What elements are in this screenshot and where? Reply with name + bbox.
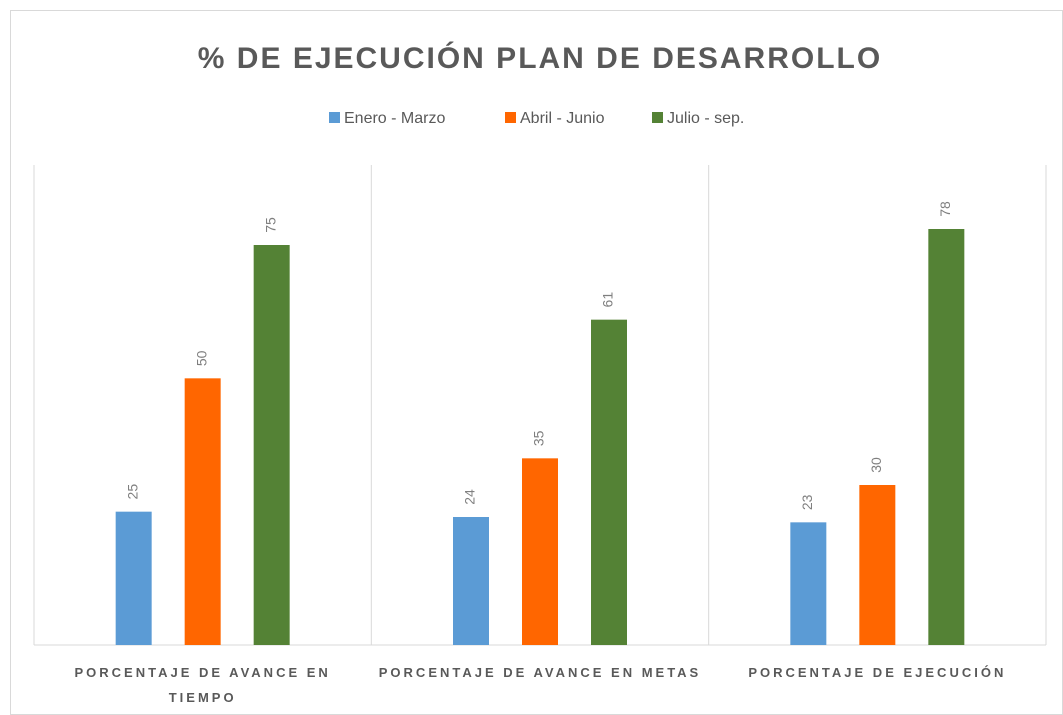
legend-label: Enero - Marzo [344, 110, 445, 127]
bar [522, 458, 558, 645]
chart-title: % DE EJECUCIÓN PLAN DE DESARROLLO [198, 41, 882, 75]
bar [591, 319, 627, 645]
x-tick-label: PORCENTAJE DE EJECUCIÓN [748, 665, 1007, 680]
legend-swatch [505, 112, 516, 123]
legend-label: Abril - Junio [520, 110, 605, 127]
x-tick-label: PORCENTAJE DE AVANCE EN METAS [378, 665, 702, 680]
bar [790, 522, 827, 645]
data-label: 75 [262, 217, 278, 233]
legend-swatch [329, 112, 340, 123]
data-label: 25 [124, 484, 140, 500]
data-label: 30 [868, 457, 884, 473]
bar [184, 378, 221, 645]
legend-swatch [652, 112, 663, 123]
bar [115, 511, 152, 645]
data-label: 78 [937, 201, 953, 217]
bar [859, 485, 896, 645]
data-label: 61 [600, 292, 616, 308]
bar [453, 517, 489, 645]
x-tick-label: PORCENTAJE DE AVANCE EN TIEMPO [74, 665, 331, 705]
bar [253, 245, 290, 645]
data-label: 35 [531, 430, 547, 446]
data-label: 50 [193, 350, 209, 366]
bar [928, 229, 965, 645]
data-label: 24 [462, 489, 478, 505]
data-label: 23 [799, 494, 815, 510]
legend-label: Julio - sep. [667, 110, 744, 127]
